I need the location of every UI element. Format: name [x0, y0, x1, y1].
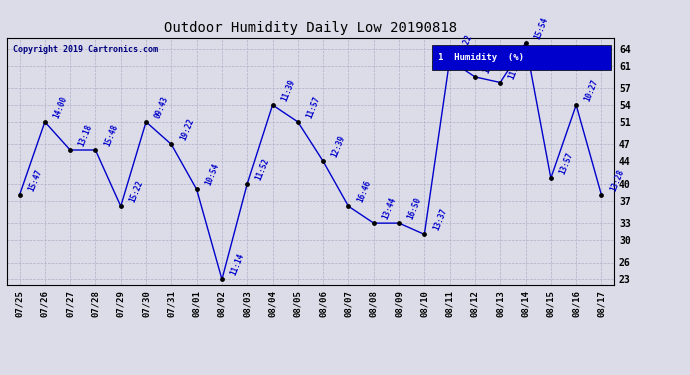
Point	[141, 119, 152, 125]
Text: 15:47: 15:47	[26, 168, 43, 193]
Point	[65, 147, 76, 153]
Point	[39, 119, 50, 125]
Point	[419, 231, 430, 237]
Point	[520, 40, 531, 46]
Point	[343, 203, 354, 209]
Point	[267, 102, 278, 108]
Text: 10:27: 10:27	[583, 78, 600, 103]
Text: 11:57: 11:57	[305, 95, 322, 120]
Text: 13:57: 13:57	[558, 151, 575, 176]
Text: 15:48: 15:48	[102, 123, 119, 148]
Text: Copyright 2019 Cartronics.com: Copyright 2019 Cartronics.com	[13, 45, 158, 54]
Text: 09:43: 09:43	[153, 95, 170, 120]
Text: 11:14: 11:14	[229, 252, 246, 277]
Text: 1  Humidity  (%): 1 Humidity (%)	[438, 53, 524, 62]
Point	[90, 147, 101, 153]
Point	[115, 203, 126, 209]
Point	[217, 276, 228, 282]
Text: 11:52: 11:52	[254, 157, 271, 182]
Text: 16:50: 16:50	[406, 196, 423, 221]
Text: 13:44: 13:44	[381, 196, 397, 221]
Point	[596, 192, 607, 198]
Point	[495, 80, 506, 86]
Text: 15:54: 15:54	[533, 16, 549, 41]
Text: 11:39: 11:39	[279, 78, 297, 103]
Point	[469, 74, 480, 80]
Text: 13:18: 13:18	[77, 123, 94, 148]
Point	[293, 119, 304, 125]
FancyBboxPatch shape	[432, 45, 611, 70]
Point	[241, 181, 253, 187]
Text: 15:22: 15:22	[128, 179, 145, 204]
Text: 15:22: 15:22	[457, 33, 473, 58]
Point	[368, 220, 380, 226]
Text: 19:22: 19:22	[178, 117, 195, 142]
Point	[545, 175, 556, 181]
Text: 12:39: 12:39	[330, 134, 347, 159]
Point	[191, 186, 202, 192]
Point	[14, 192, 25, 198]
Point	[444, 57, 455, 63]
Text: 16:46: 16:46	[355, 179, 373, 204]
Text: 13:37: 13:37	[431, 207, 448, 232]
Title: Outdoor Humidity Daily Low 20190818: Outdoor Humidity Daily Low 20190818	[164, 21, 457, 35]
Point	[393, 220, 404, 226]
Text: 13:28: 13:28	[609, 168, 625, 193]
Point	[166, 141, 177, 147]
Point	[317, 158, 328, 164]
Text: 11:22: 11:22	[507, 56, 524, 80]
Text: 14:00: 14:00	[52, 95, 69, 120]
Text: 10:54: 10:54	[204, 162, 221, 187]
Text: 10:43: 10:43	[482, 50, 499, 75]
Point	[571, 102, 582, 108]
